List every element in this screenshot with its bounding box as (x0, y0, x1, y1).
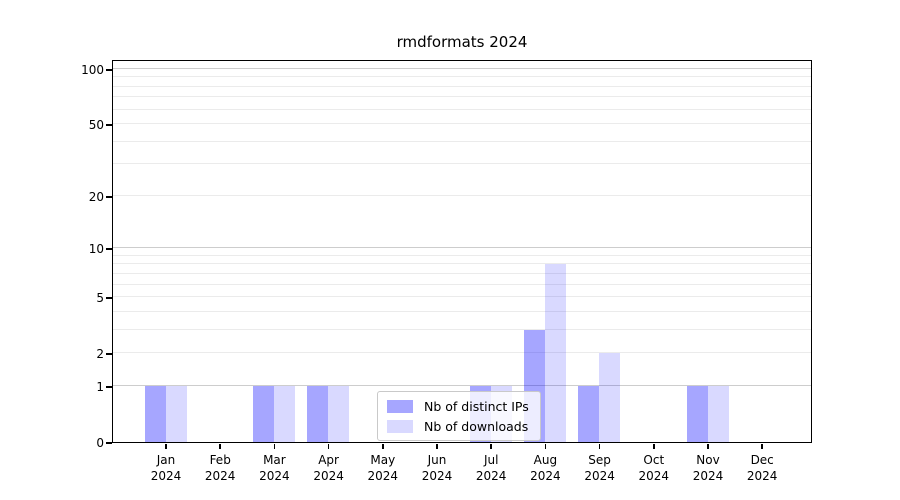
x-tick-year-label: 2024 (150, 469, 182, 483)
legend-label-distinct-ips: Nb of distinct IPs (424, 398, 529, 414)
y-tick-label-10: 10 (88, 242, 104, 257)
y-tick-label-50: 50 (88, 118, 104, 133)
bar-mar-downloads (273, 385, 295, 442)
legend-swatch-distinct-ips (387, 399, 413, 413)
gridline-30 (113, 163, 811, 165)
y-tick-mark (106, 124, 112, 126)
gridline-1 (113, 384, 811, 386)
x-tick-year-label: 2024 (313, 469, 344, 483)
x-tick-year-label: 2024 (259, 469, 290, 483)
x-tick-label-may: May 2024 (353, 452, 413, 484)
bar-nov-distinct-ips (686, 385, 708, 442)
x-tick-year-label: 2024 (421, 469, 453, 483)
legend-item-downloads: Nb of downloads (387, 417, 529, 435)
x-tick-year-label: 2024 (692, 469, 724, 483)
x-tick-year-label: 2024 (367, 469, 399, 483)
x-tick-label-dec: Dec 2024 (732, 452, 792, 484)
y-tick-mark (106, 69, 112, 71)
gridline-2 (113, 352, 811, 354)
legend-item-distinct-ips: Nb of distinct IPs (387, 397, 529, 415)
gridline-3 (113, 328, 811, 330)
x-tick-label-aug: Aug 2024 (515, 452, 575, 484)
gridline-40 (113, 140, 811, 142)
x-tick-mark (327, 444, 330, 449)
x-tick-mark (761, 444, 763, 449)
x-tick-mark (273, 444, 276, 449)
y-tick-label-2: 2 (96, 347, 104, 362)
gridline-60 (113, 108, 811, 110)
gridline-7 (113, 272, 811, 274)
x-tick-label-jan: Jan 2024 (136, 452, 196, 484)
bar-nov-downloads (707, 385, 729, 442)
x-tick-year-label: 2024 (746, 469, 778, 483)
y-tick-mark (106, 386, 112, 388)
y-tick-label-5: 5 (96, 291, 104, 306)
y-tick-label-0: 0 (96, 436, 104, 450)
gridline-70 (113, 96, 811, 98)
bar-apr-downloads (328, 385, 350, 442)
x-tick-label-feb: Feb 2024 (190, 452, 250, 484)
chart-title: rmdformats 2024 (396, 33, 528, 51)
x-tick-mark (490, 444, 492, 449)
x-tick-label-apr: Apr 2024 (299, 452, 359, 484)
gridline-4 (113, 310, 811, 312)
bar-sep-downloads (599, 353, 621, 442)
gridline-90 (113, 76, 811, 78)
y-tick-mark (106, 248, 112, 250)
bar-mar-distinct-ips (252, 385, 274, 442)
x-tick-year-label: 2024 (204, 469, 236, 483)
gridline-6 (113, 283, 811, 285)
x-tick-label-oct: Oct 2024 (624, 452, 684, 484)
gridline-100 (113, 68, 811, 69)
legend-label-downloads: Nb of downloads (424, 418, 529, 434)
x-tick-year-label: 2024 (638, 469, 670, 483)
gridline-20 (113, 194, 811, 196)
bar-jan-downloads (165, 385, 187, 442)
legend-swatch-downloads (387, 419, 413, 433)
x-tick-label-mar: Mar 2024 (244, 452, 304, 484)
y-tick-label-1: 1 (96, 379, 104, 394)
y-tick-label-20: 20 (88, 189, 104, 204)
x-tick-mark (382, 444, 384, 449)
x-tick-label-jul: Jul 2024 (461, 452, 521, 484)
gridline-50 (113, 123, 811, 125)
y-tick-label-100: 100 (81, 63, 104, 77)
gridline-80 (113, 85, 811, 87)
x-tick-mark (544, 444, 547, 449)
y-tick-mark (106, 442, 112, 444)
bar-jan-distinct-ips (144, 385, 166, 442)
plot-area (112, 60, 812, 443)
x-tick-year-label: 2024 (530, 469, 561, 483)
y-tick-mark (106, 353, 112, 355)
gridline-9 (113, 254, 811, 256)
bar-sep-distinct-ips (578, 385, 600, 442)
x-tick-mark (598, 444, 601, 449)
x-tick-mark (653, 444, 655, 449)
x-tick-mark (436, 444, 438, 449)
x-tick-label-sep: Sep 2024 (570, 452, 630, 484)
x-tick-mark (165, 444, 167, 449)
x-tick-mark (219, 444, 221, 449)
x-tick-year-label: 2024 (584, 469, 615, 483)
gridline-5 (113, 296, 811, 298)
gridline-10 (113, 247, 811, 249)
x-tick-label-jun: Jun 2024 (407, 452, 467, 484)
x-tick-mark (707, 444, 709, 449)
y-tick-mark (106, 297, 112, 299)
bar-apr-distinct-ips (307, 385, 329, 442)
x-tick-label-nov: Nov 2024 (678, 452, 738, 484)
x-tick-year-label: 2024 (475, 469, 507, 483)
legend: Nb of distinct IPs Nb of downloads (377, 391, 541, 441)
gridline-8 (113, 263, 811, 265)
bar-aug-downloads (544, 264, 566, 442)
y-tick-mark (106, 196, 112, 198)
